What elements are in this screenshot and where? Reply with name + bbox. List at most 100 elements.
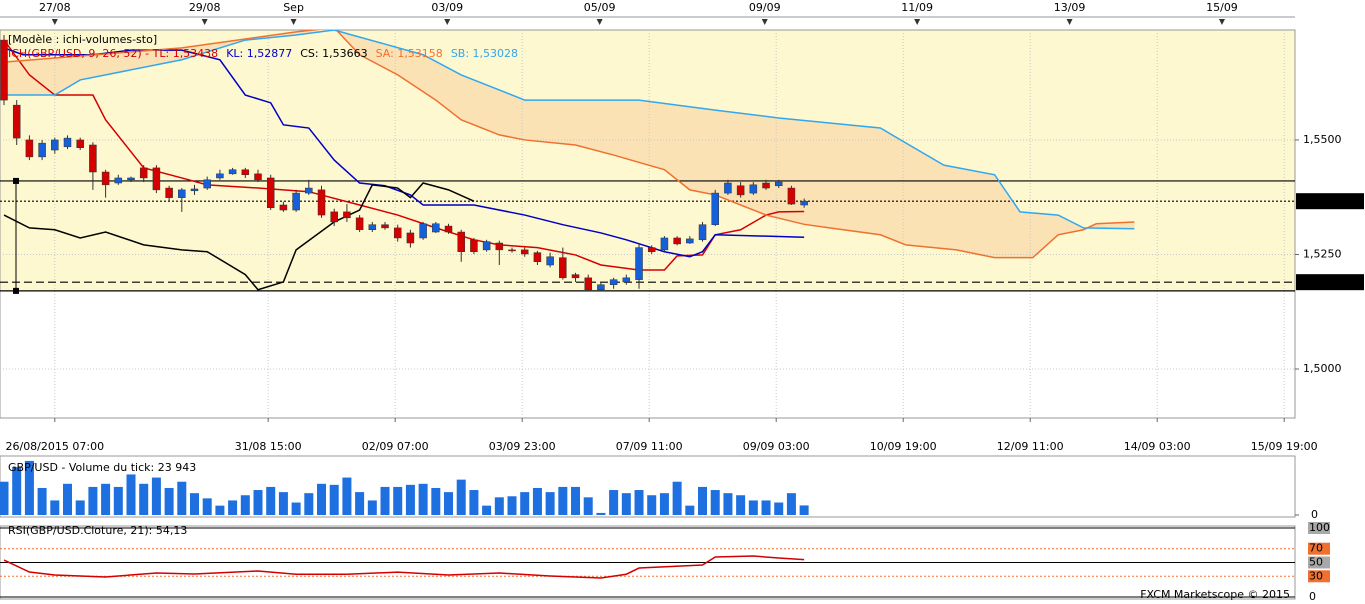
volume-bar: [0, 481, 9, 515]
volume-bar: [431, 487, 441, 515]
volume-bar: [177, 481, 187, 515]
legend-entry: SB: 1,53028: [451, 47, 518, 60]
volume-bar: [799, 505, 809, 515]
volume-bar: [685, 505, 695, 515]
volume-bar: [113, 486, 123, 515]
candle-body: [749, 184, 758, 194]
price-marker-label: 1,51895: [1303, 275, 1349, 288]
volume-bar: [456, 479, 466, 515]
candle-body: [520, 249, 529, 255]
candle-body: [165, 187, 173, 198]
candle-body: [736, 185, 745, 196]
volume-bar: [164, 487, 174, 515]
volume-bar: [215, 505, 225, 515]
y-tick-label: 0: [1309, 590, 1316, 603]
candle-body: [241, 169, 250, 176]
volume-bar: [342, 477, 352, 515]
top-tick-marker: [914, 19, 921, 25]
volume-bar: [532, 487, 542, 515]
candle-body: [355, 217, 364, 230]
y-tick-label: 0: [1311, 508, 1318, 521]
volume-bar: [494, 497, 504, 515]
volume-bar: [736, 495, 746, 515]
y-tick-label: 100: [1309, 521, 1330, 534]
x-tick-label: 07/09 11:00: [616, 440, 683, 453]
volume-bar: [393, 486, 403, 515]
candle-body: [178, 189, 186, 198]
y-tick-box: [1308, 556, 1330, 569]
volume-bar: [761, 500, 771, 515]
footer: FXCM Marketscope © 2015: [1140, 588, 1290, 601]
candle-body: [317, 189, 326, 216]
top-tick-label: 27/08: [39, 1, 71, 14]
candle-body: [724, 182, 732, 194]
legend-entry: CS: 1,53663: [300, 47, 367, 60]
candle-body: [533, 252, 542, 263]
candle-body: [368, 224, 377, 230]
x-tick-label: 15/09 19:00: [1251, 440, 1318, 453]
y-tick-box: [1308, 570, 1330, 583]
candle-body: [584, 277, 592, 290]
candle-body: [482, 241, 491, 251]
candle-body: [444, 225, 453, 233]
top-tick-label: 05/09: [584, 1, 616, 14]
y-tick-label: 1,5500: [1303, 133, 1342, 146]
candle-body: [76, 139, 84, 148]
volume-bar: [571, 486, 581, 515]
candle-body: [228, 169, 237, 175]
candle-body: [711, 192, 719, 225]
candle-body: [63, 137, 72, 148]
volume-bar: [609, 490, 619, 515]
volume-bar: [240, 495, 250, 515]
candle-body: [622, 277, 631, 283]
candle-body: [343, 211, 351, 219]
volume-bar: [558, 486, 568, 515]
legend-entry: KL: 1,52877: [226, 47, 292, 60]
candle-body: [571, 274, 580, 279]
volume-bar: [88, 486, 98, 515]
top-tick-marker: [761, 19, 768, 25]
y-tick-label: 1,5000: [1303, 362, 1342, 375]
candle-body: [787, 187, 796, 205]
y-tick-label: 70: [1309, 542, 1323, 555]
volume-bar: [63, 483, 73, 515]
volume-bar: [139, 483, 149, 515]
volume-bar: [698, 486, 708, 515]
legend-entry: SA: 1,53158: [376, 47, 443, 60]
candle-body: [495, 242, 504, 251]
candle-body: [292, 192, 300, 211]
top-tick-marker: [596, 19, 603, 25]
top-tick-label: Sep: [283, 1, 304, 14]
volume-bar: [482, 505, 492, 515]
candle-body: [686, 238, 694, 244]
indicator-line: [3, 30, 1135, 259]
volume-bar: [672, 481, 682, 515]
volume-bar: [647, 495, 657, 515]
plot-frame: [0, 29, 1296, 419]
candle-body: [381, 224, 389, 229]
candle-body: [406, 232, 415, 244]
candle-body: [51, 139, 59, 151]
top-tick-marker: [201, 19, 208, 25]
x-tick-label: 31/08 15:00: [235, 440, 302, 453]
volume-bar: [545, 492, 555, 515]
volume-bar: [507, 496, 517, 515]
volume-bar: [37, 487, 47, 515]
volume-bar: [710, 490, 720, 515]
volume-bar: [266, 486, 276, 515]
candle-body: [114, 177, 123, 184]
volume-bar: [634, 490, 644, 515]
legend-entry: TL: 1,53438: [152, 47, 219, 60]
candle-body: [139, 167, 148, 179]
candle-body: [432, 223, 440, 233]
y-tick-box: [1308, 542, 1330, 555]
volume-bar: [355, 492, 365, 515]
pane-title: GBP/USD - Volume du tick: 23 943: [8, 461, 196, 474]
candle-body: [127, 177, 135, 181]
top-tick-label: 15/09: [1206, 1, 1238, 14]
price-marker-box: [1296, 193, 1364, 210]
candle-body: [457, 231, 465, 252]
candle-body: [470, 239, 478, 252]
pane-title: RSI(GBP/USD.Cloture, 21): 54,13: [8, 524, 187, 537]
